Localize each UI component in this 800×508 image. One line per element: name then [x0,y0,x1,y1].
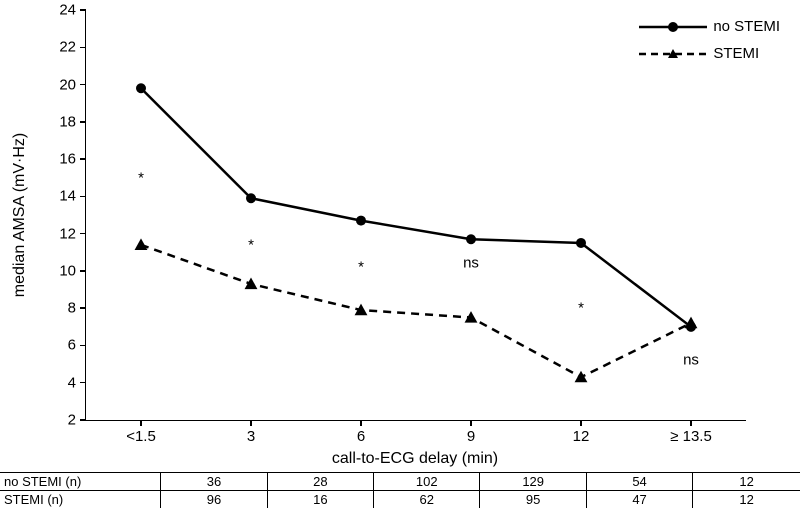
y-tick [80,84,86,86]
table-row-label: no STEMI (n) [0,473,161,491]
table-row: STEMI (n)961662954712 [0,491,800,508]
y-tick [80,196,86,198]
legend-label: no STEMI [713,18,780,35]
legend-swatch-stemi [639,46,707,62]
legend-label: STEMI [713,45,759,62]
series-marker [576,238,586,248]
series-marker [465,311,478,323]
series-marker [136,83,146,93]
series-marker [466,234,476,244]
y-tick-label: 2 [68,412,76,429]
table-row: no STEMI (n)36281021295412 [0,473,800,491]
series-marker [246,193,256,203]
table-cell: 12 [693,473,800,491]
y-tick [80,9,86,11]
significance-annotation: * [578,300,584,317]
x-tick [470,420,472,426]
x-tick-label: 3 [247,428,255,445]
x-tick [360,420,362,426]
x-tick-label: 9 [467,428,475,445]
table-cell: 36 [161,473,267,491]
table-cell: 62 [374,491,480,508]
significance-annotation: * [138,169,144,186]
table-cell: 129 [480,473,586,491]
y-tick [80,345,86,347]
table-cell: 54 [586,473,692,491]
series-marker [135,238,148,250]
y-tick [80,233,86,235]
series-line-no-stemi [141,88,691,327]
table-cell: 12 [693,491,800,508]
x-tick-label: 6 [357,428,365,445]
table-cell: 102 [374,473,480,491]
figure-container: 24681012141618202224<1.536912≥ 13.5***ns… [0,0,800,504]
table-cell: 95 [480,491,586,508]
y-tick [80,307,86,309]
legend-item-no-stemi: no STEMI [639,18,780,35]
y-tick-label: 12 [59,225,76,242]
y-tick-label: 24 [59,2,76,19]
y-tick-label: 14 [59,188,76,205]
x-tick-label: 12 [573,428,590,445]
y-tick-label: 22 [59,39,76,56]
y-tick-label: 4 [68,374,76,391]
x-tick-label: <1.5 [126,428,156,445]
y-tick-label: 6 [68,337,76,354]
y-tick-label: 10 [59,262,76,279]
x-tick [580,420,582,426]
table-cell: 16 [267,491,373,508]
series-marker [356,216,366,226]
significance-annotation: * [248,236,254,253]
y-tick-label: 8 [68,300,76,317]
y-tick-label: 16 [59,151,76,168]
counts-table: no STEMI (n)36281021295412STEMI (n)96166… [0,472,800,508]
table-cell: 28 [267,473,373,491]
table-cell: 47 [586,491,692,508]
y-tick [80,158,86,160]
y-tick [80,382,86,384]
x-tick-label: ≥ 13.5 [670,428,712,445]
y-axis-title: median AMSA (mV·Hz) [11,133,29,297]
y-tick [80,419,86,421]
x-tick [690,420,692,426]
series-marker [575,371,588,383]
x-tick [140,420,142,426]
y-tick [80,47,86,49]
table-row-label: STEMI (n) [0,491,161,508]
y-tick-label: 20 [59,76,76,93]
y-tick [80,121,86,123]
significance-annotation: ns [683,352,699,369]
significance-annotation: ns [463,255,479,272]
x-tick [250,420,252,426]
y-tick [80,270,86,272]
significance-annotation: * [358,259,364,276]
y-tick-label: 18 [59,113,76,130]
table-cell: 96 [161,491,267,508]
legend-item-stemi: STEMI [639,45,780,62]
x-axis-title: call-to-ECG delay (min) [332,450,498,468]
legend-swatch-no-stemi [639,19,707,35]
legend: no STEMI STEMI [639,18,780,72]
